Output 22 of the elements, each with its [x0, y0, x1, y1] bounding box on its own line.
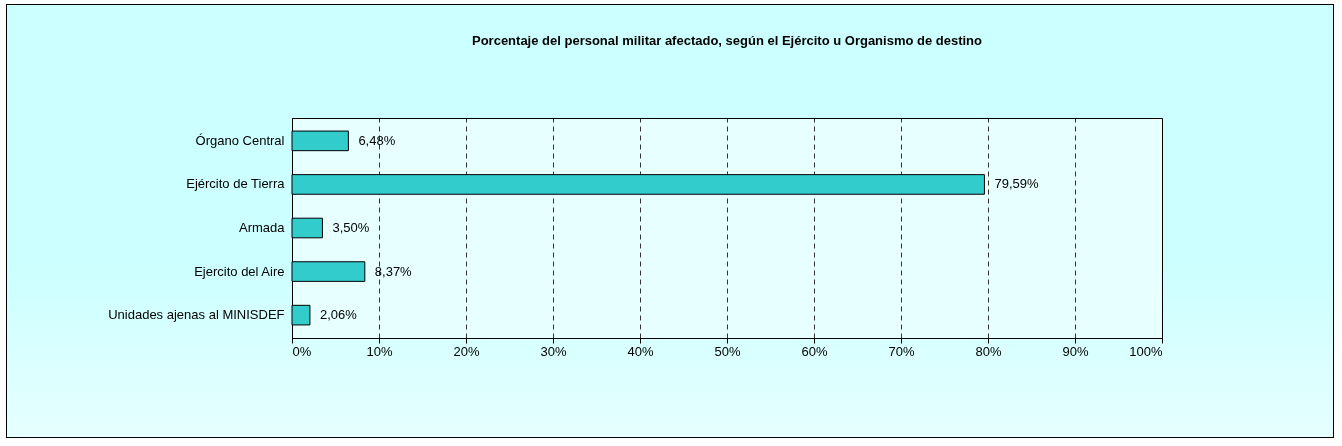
x-tick-label: 50%: [714, 343, 741, 359]
x-tick-label: 40%: [627, 343, 654, 359]
x-tick-label: 0%: [292, 343, 312, 359]
x-tick-label: 20%: [453, 343, 480, 359]
data-label: 8,37%: [374, 263, 413, 279]
data-label: 3,50%: [332, 220, 370, 235]
data-label: 6,48%: [358, 132, 396, 148]
x-tick-label: 60%: [801, 343, 828, 359]
x-tick-label: 70%: [888, 343, 915, 359]
x-tick-label: 100%: [1129, 343, 1163, 359]
x-tick-label: 80%: [975, 343, 1002, 359]
y-tick-label: Ejercito del Aire: [194, 263, 285, 279]
chart-title: Porcentaje del personal militar afectado, según el Ejército u Organismo de destino: [471, 33, 983, 48]
y-tick-label: Armada: [238, 220, 286, 235]
y-tick-label: Órgano Central: [195, 132, 285, 148]
x-tick-label: 90%: [1062, 343, 1089, 359]
x-tick-label: 10%: [366, 343, 393, 359]
data-label: 2,06%: [319, 307, 358, 323]
data-label: 79,59%: [994, 176, 1039, 192]
y-tick-label: Ejército de Tierra: [186, 176, 286, 192]
x-tick-label: 30%: [540, 343, 567, 359]
y-tick-label: Unidades ajenas al MINISDEF: [108, 307, 285, 323]
